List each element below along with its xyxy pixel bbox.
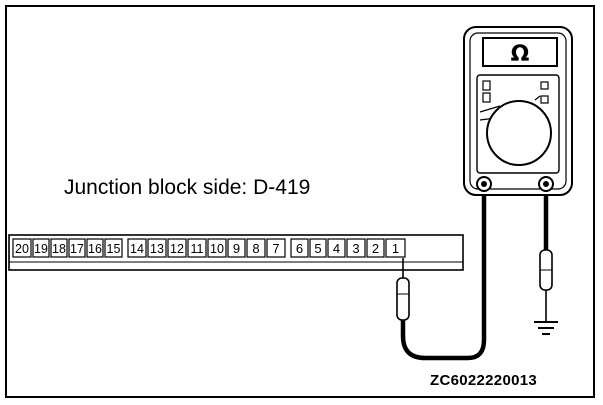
pin-label: 11 (191, 242, 204, 256)
connector-pin-20: 20 (12, 238, 32, 258)
pin-label: 20 (15, 242, 29, 256)
connector-pin-7: 7 (266, 238, 286, 258)
probe-lead-black (400, 184, 487, 361)
connector-pin-16: 16 (86, 238, 104, 258)
pin-label: 3 (352, 241, 359, 256)
connector-pin-5: 5 (309, 238, 327, 258)
connector-pin-15: 15 (104, 238, 123, 258)
pin-label: 17 (70, 242, 84, 256)
pin-label: 18 (52, 242, 66, 256)
pin-label: 19 (34, 242, 48, 256)
pin-label: 16 (88, 242, 102, 256)
pin-label: 9 (233, 241, 240, 256)
ground-symbol-icon (534, 321, 558, 335)
pin-label: 1 (392, 241, 399, 256)
selector-dial-icon (486, 100, 552, 166)
pin-label: 14 (130, 242, 144, 256)
meter-inner-border (469, 32, 567, 190)
diagram-frame (5, 5, 595, 398)
connector-pin-12: 12 (167, 238, 187, 258)
range-marker-icon (540, 81, 549, 90)
connector-d419: 20 19 18 17 16 15 14 13 12 11 10 9 8 7 6 5 4 3 2 1 (8, 234, 464, 271)
connector-pin-14: 14 (127, 238, 147, 258)
range-marker-icon (482, 80, 491, 91)
probe-handle (396, 277, 410, 321)
connector-pin-19: 19 (32, 238, 50, 258)
connector-pin-18: 18 (50, 238, 68, 258)
pin-label: 12 (170, 242, 184, 256)
pin-label: 4 (333, 241, 340, 256)
pin-label: 7 (272, 241, 279, 256)
pin-label: 6 (296, 241, 303, 256)
pin-label: 2 (372, 241, 379, 256)
connector-pin-10: 10 (207, 238, 227, 258)
connector-pin-9: 9 (227, 238, 246, 258)
test-probe-ground (534, 184, 558, 335)
connector-pin-17: 17 (68, 238, 86, 258)
connector-pin-2: 2 (366, 238, 385, 258)
ohm-symbol-icon: Ω (511, 42, 530, 67)
connector-pin-3: 3 (346, 238, 366, 258)
range-marker-icon (482, 92, 491, 103)
figure-code: ZC6022220013 (430, 372, 538, 389)
pin-label: 8 (252, 241, 259, 256)
pin-label: 10 (210, 242, 224, 256)
test-probe-pin (396, 184, 487, 361)
connector-pin-11: 11 (187, 238, 207, 258)
connector-pin-13: 13 (147, 238, 167, 258)
pin-label: 5 (314, 241, 321, 256)
ohmmeter: Ω (463, 26, 573, 196)
connector-pin-8: 8 (246, 238, 266, 258)
range-marker-icon (540, 95, 549, 104)
connector-pin-1: 1 (385, 238, 406, 258)
connector-pin-4: 4 (327, 238, 346, 258)
meter-display (482, 37, 558, 67)
pin-label: 15 (107, 242, 121, 256)
pin-label: 13 (150, 242, 164, 256)
connector-caption: Junction block side: D-419 (64, 176, 311, 199)
connector-pin-6: 6 (290, 238, 309, 258)
